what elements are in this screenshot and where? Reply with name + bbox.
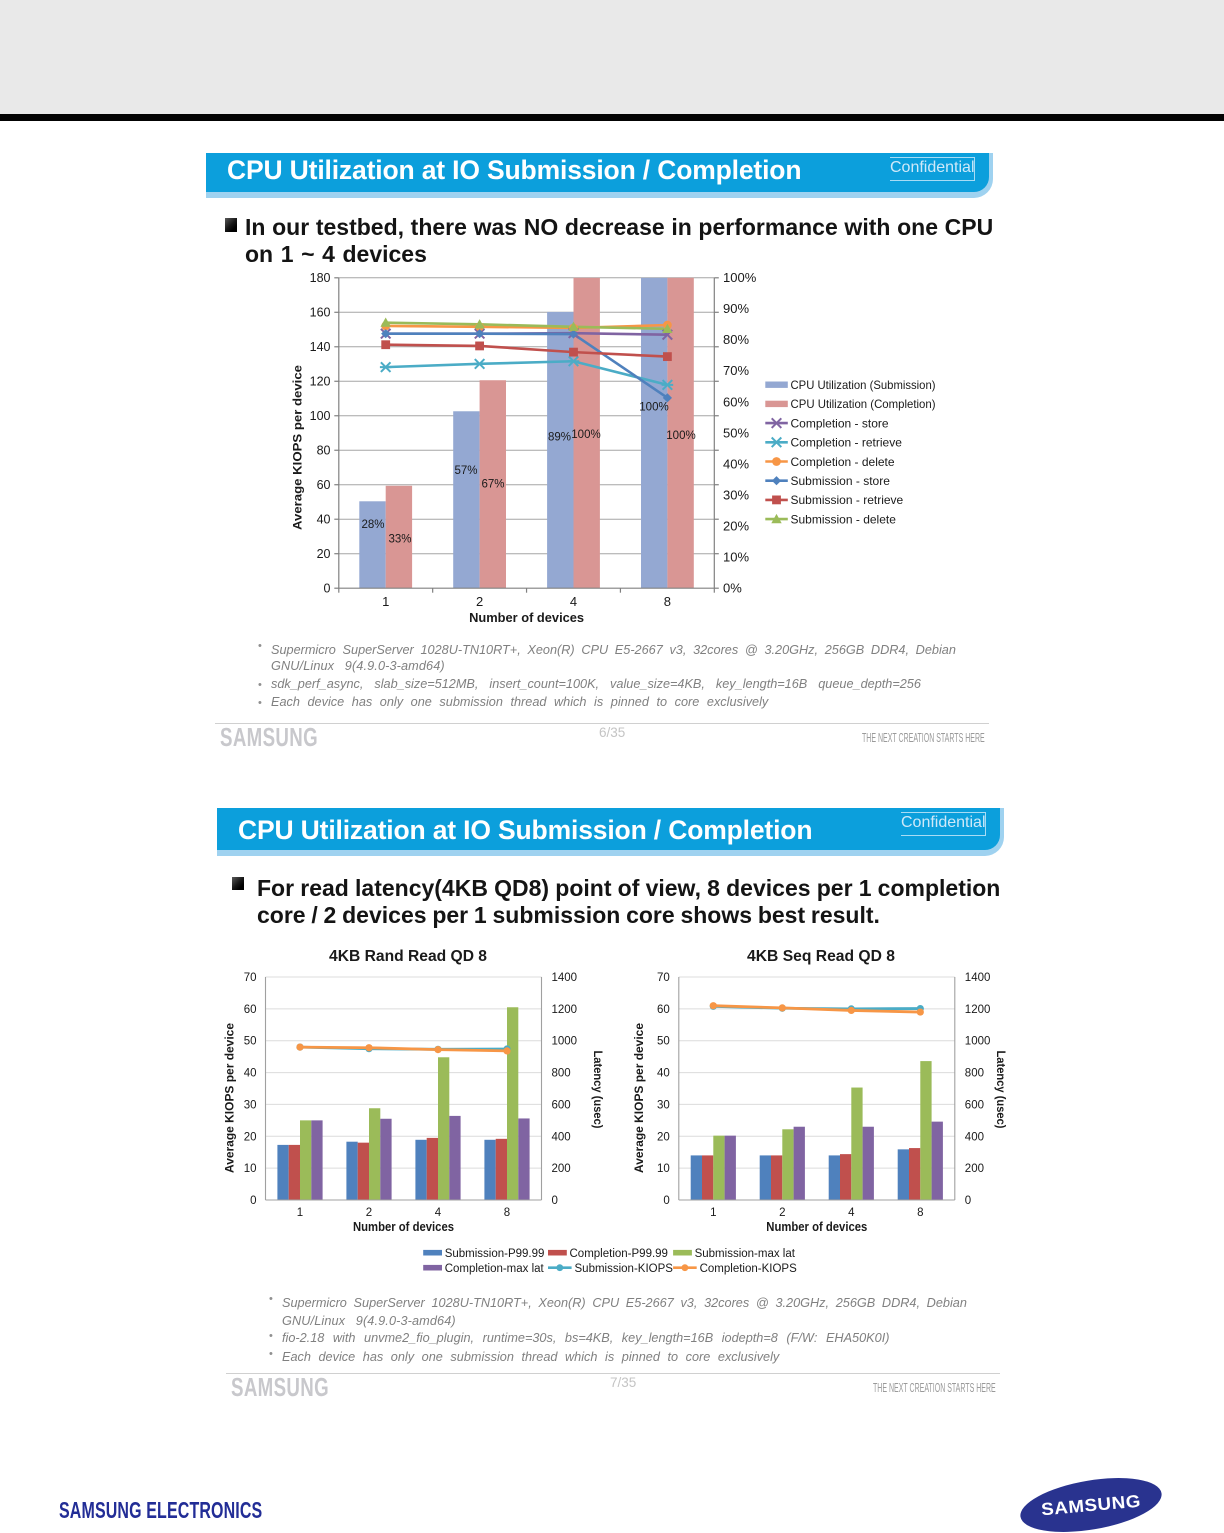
svg-text:100: 100 <box>310 409 331 423</box>
svg-text:Submission - delete: Submission - delete <box>791 512 897 526</box>
svg-text:800: 800 <box>965 1068 984 1080</box>
svg-text:Completion - store: Completion - store <box>791 416 889 430</box>
svg-text:20%: 20% <box>723 518 749 533</box>
svg-text:89%: 89% <box>548 432 571 444</box>
svg-text:Submission-KIOPS: Submission-KIOPS <box>575 1263 674 1275</box>
svg-text:4: 4 <box>848 1207 855 1219</box>
svg-text:20: 20 <box>657 1131 670 1143</box>
svg-text:2: 2 <box>366 1207 372 1219</box>
svg-text:0%: 0% <box>723 581 742 596</box>
svg-text:200: 200 <box>552 1163 571 1175</box>
svg-text:70%: 70% <box>723 363 749 378</box>
svg-text:4: 4 <box>435 1207 442 1219</box>
svg-text:60: 60 <box>657 1004 670 1016</box>
svg-text:40%: 40% <box>723 456 749 471</box>
svg-text:180: 180 <box>310 271 331 285</box>
svg-text:60%: 60% <box>723 394 749 409</box>
svg-text:0: 0 <box>324 582 331 596</box>
svg-text:CPU Utilization (Submission): CPU Utilization (Submission) <box>791 378 936 392</box>
svg-text:1000: 1000 <box>965 1036 991 1048</box>
svg-text:8: 8 <box>664 594 671 609</box>
svg-text:Average KIOPS per device: Average KIOPS per device <box>223 1023 237 1173</box>
svg-text:Number of devices: Number of devices <box>353 1220 454 1234</box>
svg-text:400: 400 <box>965 1131 984 1143</box>
svg-text:200: 200 <box>965 1163 984 1175</box>
svg-text:1200: 1200 <box>965 1004 991 1016</box>
svg-text:Completion - delete: Completion - delete <box>791 455 895 469</box>
svg-text:Submission-P99.99: Submission-P99.99 <box>445 1248 545 1260</box>
svg-text:10: 10 <box>657 1163 670 1175</box>
svg-text:600: 600 <box>965 1099 984 1111</box>
svg-text:Submission-max lat: Submission-max lat <box>695 1248 796 1260</box>
svg-text:2: 2 <box>779 1207 785 1219</box>
svg-text:8: 8 <box>917 1207 923 1219</box>
svg-text:4KB Rand Read QD 8: 4KB Rand Read QD 8 <box>329 948 487 965</box>
svg-text:Latency (usec): Latency (usec) <box>994 1051 1008 1129</box>
svg-text:100%: 100% <box>639 402 668 414</box>
svg-text:90%: 90% <box>723 301 749 316</box>
svg-text:20: 20 <box>244 1131 257 1143</box>
svg-text:67%: 67% <box>481 479 504 491</box>
svg-text:160: 160 <box>310 306 331 320</box>
svg-text:Completion - retrieve: Completion - retrieve <box>791 436 903 450</box>
svg-text:8: 8 <box>504 1207 510 1219</box>
svg-text:10: 10 <box>244 1163 257 1175</box>
svg-text:CPU Utilization (Completion): CPU Utilization (Completion) <box>791 397 936 411</box>
svg-text:0: 0 <box>552 1195 558 1207</box>
svg-text:30: 30 <box>657 1099 670 1111</box>
svg-text:10%: 10% <box>723 549 749 564</box>
svg-text:20: 20 <box>317 547 331 561</box>
svg-text:50: 50 <box>244 1036 257 1048</box>
svg-text:400: 400 <box>552 1131 571 1143</box>
svg-text:100%: 100% <box>723 270 757 285</box>
svg-text:1400: 1400 <box>965 972 991 984</box>
svg-text:28%: 28% <box>361 519 384 531</box>
svg-text:70: 70 <box>244 972 257 984</box>
svg-text:70: 70 <box>657 972 670 984</box>
svg-text:60: 60 <box>244 1004 257 1016</box>
svg-text:1400: 1400 <box>552 972 578 984</box>
svg-text:100%: 100% <box>666 430 695 442</box>
svg-text:Completion-P99.99: Completion-P99.99 <box>570 1248 668 1260</box>
svg-text:80: 80 <box>317 444 331 458</box>
svg-text:30%: 30% <box>723 487 749 502</box>
svg-text:0: 0 <box>250 1195 256 1207</box>
svg-text:40: 40 <box>317 513 331 527</box>
svg-text:50%: 50% <box>723 425 749 440</box>
svg-text:800: 800 <box>552 1068 571 1080</box>
svg-text:Submission - store: Submission - store <box>791 474 891 488</box>
svg-text:140: 140 <box>310 340 331 354</box>
svg-text:600: 600 <box>552 1099 571 1111</box>
svg-text:100%: 100% <box>571 429 600 441</box>
svg-text:0: 0 <box>663 1195 669 1207</box>
svg-text:Average KIOPS per device: Average KIOPS per device <box>291 365 305 530</box>
svg-text:Average KIOPS per device: Average KIOPS per device <box>632 1023 646 1173</box>
svg-text:60: 60 <box>317 478 331 492</box>
svg-text:30: 30 <box>244 1099 257 1111</box>
svg-text:33%: 33% <box>388 534 411 546</box>
svg-text:4: 4 <box>570 594 577 609</box>
svg-text:40: 40 <box>244 1068 257 1080</box>
svg-text:57%: 57% <box>454 465 477 477</box>
svg-text:1200: 1200 <box>552 1004 578 1016</box>
svg-text:Completion-max lat: Completion-max lat <box>445 1263 545 1275</box>
svg-text:1: 1 <box>382 594 389 609</box>
svg-text:0: 0 <box>965 1195 971 1207</box>
svg-text:Latency (usec): Latency (usec) <box>591 1051 605 1129</box>
svg-text:1000: 1000 <box>552 1036 578 1048</box>
svg-text:2: 2 <box>476 594 483 609</box>
svg-text:Number of devices: Number of devices <box>766 1220 867 1234</box>
svg-text:Number of devices: Number of devices <box>469 610 584 625</box>
svg-text:Completion-KIOPS: Completion-KIOPS <box>700 1263 797 1275</box>
svg-text:80%: 80% <box>723 332 749 347</box>
svg-text:1: 1 <box>297 1207 303 1219</box>
svg-text:4KB Seq Read QD 8: 4KB Seq Read QD 8 <box>747 948 895 965</box>
svg-text:1: 1 <box>710 1207 716 1219</box>
svg-text:40: 40 <box>657 1068 670 1080</box>
svg-text:50: 50 <box>657 1036 670 1048</box>
svg-text:Submission - retrieve: Submission - retrieve <box>791 493 904 507</box>
svg-text:120: 120 <box>310 375 331 389</box>
